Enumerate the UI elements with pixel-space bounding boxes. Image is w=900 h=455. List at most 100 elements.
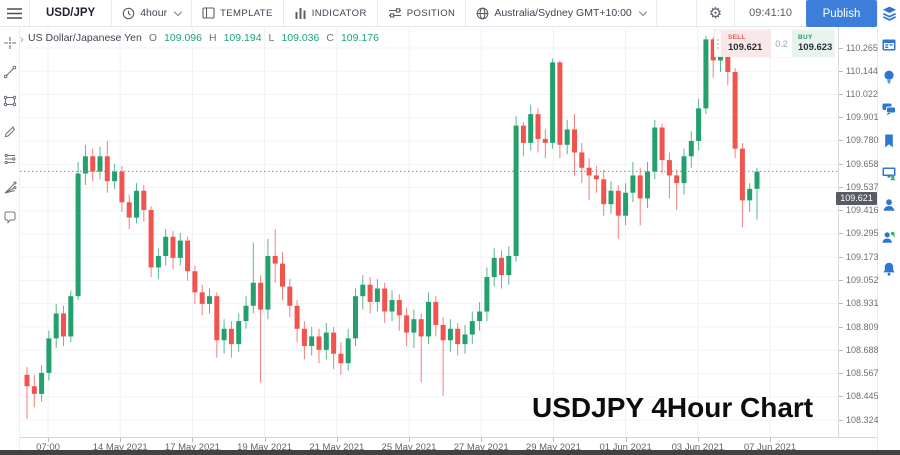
candle: [564, 129, 570, 145]
price-tick-label: 110.022: [846, 89, 878, 100]
candle: [134, 190, 139, 218]
tool-pitchfork-button[interactable]: [1, 178, 19, 198]
sidebar-calendar-button[interactable]: [879, 35, 899, 55]
profile-icon: [883, 199, 895, 211]
sidebar-profile-button[interactable]: [879, 195, 899, 215]
candle: [396, 300, 402, 316]
candlestick-chart[interactable]: [20, 27, 838, 437]
indicator-button[interactable]: INDICATOR: [284, 0, 377, 26]
settings-button[interactable]: ⚙: [697, 0, 734, 26]
tool-fib-retracement-button[interactable]: [1, 149, 19, 169]
chevron-right-icon[interactable]: ›: [20, 34, 24, 46]
low-value: 109.036: [281, 32, 320, 44]
buy-button[interactable]: BUY 109.623: [792, 30, 834, 57]
timeframe-selector[interactable]: 4hour: [112, 0, 191, 26]
time-tick-mark: [120, 438, 122, 442]
gear-icon: ⚙: [708, 5, 723, 22]
price-tick-mark: [839, 187, 843, 189]
price-tick-label: 108.931: [846, 298, 879, 309]
price-tick-mark: [839, 140, 843, 142]
candle: [645, 171, 650, 199]
price-tick-mark: [839, 396, 843, 398]
high-label: H: [208, 32, 217, 44]
candle: [754, 171, 760, 189]
menu-button[interactable]: [0, 0, 29, 26]
publish-button[interactable]: Publish: [806, 0, 877, 27]
candle: [280, 263, 285, 287]
candle: [177, 240, 183, 258]
time-tick-label: 07 Jun 2021: [743, 442, 797, 453]
right-sidebar: [877, 0, 900, 450]
candle: [309, 336, 315, 347]
sidebar-screen-share-button[interactable]: [879, 163, 899, 183]
time-tick-label: 21 May 2021: [309, 442, 365, 453]
candle: [155, 255, 161, 268]
tool-brush-button[interactable]: [1, 120, 19, 140]
candle: [265, 255, 271, 310]
time-tick-mark: [264, 438, 266, 442]
time-tick-mark: [770, 438, 771, 442]
spread-value: 0.2: [771, 30, 792, 57]
toolbar-right-group: ⚙ 09:41:10 Publish: [695, 0, 877, 27]
timezone-selector[interactable]: Australia/Sydney GMT+10:00: [466, 0, 655, 26]
symbol-selector[interactable]: USD/JPY: [30, 0, 111, 26]
tool-crosshair-button[interactable]: [1, 33, 19, 53]
time-tick-label: 27 May 2021: [453, 442, 509, 453]
candle: [418, 319, 424, 337]
clock-icon: [122, 7, 135, 19]
candle: [703, 39, 709, 109]
candle: [287, 286, 293, 306]
candle: [119, 171, 125, 203]
candle: [82, 156, 88, 174]
candle: [75, 173, 81, 297]
candle: [345, 338, 351, 364]
price-tick-mark: [839, 326, 843, 328]
sell-button[interactable]: SELL 109.621: [722, 30, 771, 57]
candle: [528, 114, 534, 143]
price-tick-label: 109.052: [846, 274, 879, 285]
toolbar-separator: [29, 0, 30, 26]
candle: [214, 296, 220, 341]
candle: [477, 311, 483, 322]
calendar-icon: [882, 39, 896, 51]
trade-widget-drag-handle[interactable]: [714, 30, 722, 57]
candle: [126, 202, 132, 218]
sidebar-community-button[interactable]: [879, 227, 899, 247]
timeframe-label: 4hour: [140, 7, 168, 19]
price-tick-mark: [839, 117, 843, 119]
time-tick-label: 01 Jun 2021: [599, 442, 652, 453]
candle: [593, 175, 599, 180]
time-tick-mark: [553, 438, 555, 442]
sidebar-chat-button[interactable]: [879, 99, 899, 119]
price-tick-mark: [839, 163, 843, 165]
sidebar-idea-button[interactable]: [879, 67, 899, 87]
time-tick-label: 07:00: [36, 442, 60, 453]
price-tick-label: 108.688: [846, 344, 879, 355]
tool-trend-line-button[interactable]: [1, 62, 19, 82]
candle: [630, 175, 636, 193]
trade-widget: SELL 109.621 0.2 BUY 109.623: [714, 30, 834, 57]
candle: [185, 240, 191, 272]
rectangle-icon: [3, 95, 16, 107]
price-axis[interactable]: 110.265 110.144 110.022 109.901 109.780 109.6…: [838, 27, 879, 437]
candle: [228, 328, 234, 345]
price-tick-label: 108.809: [846, 321, 879, 332]
candle: [338, 353, 344, 364]
buy-label: BUY: [798, 34, 813, 41]
idea-icon: [884, 70, 894, 84]
sidebar-layers-button[interactable]: [879, 3, 899, 23]
sidebar-notifications-button[interactable]: [879, 259, 899, 279]
position-button[interactable]: POSITION: [378, 0, 466, 26]
chat-icon: [882, 103, 896, 116]
price-tick-mark: [839, 210, 843, 212]
tool-comment-button[interactable]: [1, 207, 19, 227]
tool-rectangle-button[interactable]: [1, 91, 19, 111]
candle: [601, 179, 607, 205]
candle: [90, 156, 96, 172]
candle: [170, 236, 176, 258]
template-button[interactable]: TEMPLATE: [192, 0, 283, 26]
sidebar-bookmark-button[interactable]: [879, 131, 899, 151]
instrument-name: US Dollar/Japanese Yen: [28, 32, 142, 44]
time-tick-mark: [409, 438, 410, 442]
candle: [316, 336, 322, 350]
